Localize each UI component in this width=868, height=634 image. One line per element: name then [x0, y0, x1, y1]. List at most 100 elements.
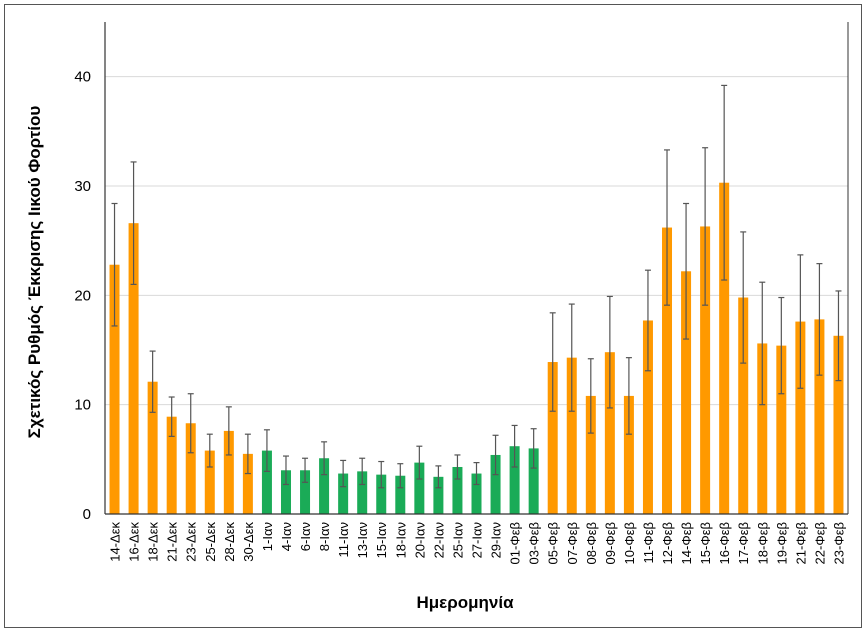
error-bar	[721, 84, 728, 281]
error-bar	[683, 202, 690, 340]
x-tick-label: 28-Δεκ	[222, 522, 237, 562]
bar	[300, 470, 311, 514]
error-bar	[473, 462, 480, 486]
x-tick-label: 25-Δεκ	[203, 522, 218, 562]
error-bar	[302, 457, 309, 483]
x-tick-label: 27-Ιαν	[470, 522, 485, 558]
x-tick-label: 15-Ιαν	[374, 522, 389, 558]
error-bar	[549, 312, 556, 412]
gridlines	[105, 76, 848, 406]
bar	[566, 357, 577, 514]
bar	[738, 297, 749, 514]
x-tick-label: 1-Ιαν	[260, 522, 275, 551]
error-bar	[225, 406, 232, 456]
error-bar	[568, 303, 575, 412]
bar	[204, 450, 215, 514]
x-tick-label: 09-Φεβ	[603, 522, 618, 564]
error-bar	[359, 457, 366, 486]
error-bar	[378, 460, 385, 489]
error-bar	[835, 290, 842, 382]
bar	[452, 466, 463, 514]
bar	[662, 227, 673, 514]
bar	[242, 453, 253, 514]
error-bar	[130, 161, 137, 285]
bar	[128, 223, 139, 514]
error-bar	[454, 454, 461, 480]
x-tick-label: 25-Ιαν	[450, 522, 465, 558]
x-tick-label: 12-Φεβ	[660, 522, 675, 564]
bar	[814, 319, 825, 514]
error-bar	[244, 433, 251, 475]
error-bar	[416, 445, 423, 480]
bar	[357, 471, 368, 514]
y-ticks: 0 10 20 30 40	[74, 69, 91, 523]
bar	[623, 395, 634, 514]
y-tick-label: 40	[74, 69, 91, 86]
error-bar	[625, 357, 632, 435]
bar	[833, 335, 844, 514]
bar	[414, 462, 425, 514]
x-tick-label: 23-Φεβ	[831, 522, 846, 564]
x-tick-label: 18-Ιαν	[393, 522, 408, 558]
bar	[700, 226, 711, 514]
bar	[509, 446, 520, 514]
error-bar	[263, 429, 270, 472]
y-tick-label: 20	[74, 287, 91, 304]
x-tick-label: 14-Φεβ	[679, 522, 694, 564]
bar	[681, 271, 692, 514]
error-bar	[759, 281, 766, 406]
bar	[185, 423, 196, 514]
error-bar	[702, 147, 709, 306]
x-tick-label: 18-Δεκ	[146, 522, 161, 562]
error-bar	[797, 254, 804, 389]
y-tick-label: 30	[74, 178, 91, 195]
error-bar	[587, 358, 594, 434]
bar	[319, 458, 330, 514]
x-tick-label: 08-Φεβ	[584, 522, 599, 564]
bar	[166, 416, 177, 514]
error-bar	[664, 149, 671, 306]
x-tick-label: 23-Δεκ	[184, 522, 199, 562]
bar	[757, 343, 768, 514]
x-tick-label: 6-Ιαν	[298, 522, 313, 551]
bar	[376, 474, 387, 514]
bar	[223, 430, 234, 514]
bars	[109, 182, 844, 514]
bar	[147, 381, 158, 514]
x-tick-label: 18-Φεβ	[755, 522, 770, 564]
x-tick-label: 20-Ιαν	[412, 522, 427, 558]
error-bar	[321, 441, 328, 476]
bar	[642, 320, 653, 514]
bar	[471, 473, 482, 514]
x-tick-label: 19-Φεβ	[774, 522, 789, 564]
error-bar	[340, 459, 347, 488]
error-bar	[206, 433, 213, 468]
bar	[585, 395, 596, 514]
x-tick-label: 07-Φεβ	[565, 522, 580, 564]
x-tick-label: 15-Φεβ	[698, 522, 713, 564]
y-tick-label: 0	[83, 506, 91, 523]
bar	[433, 476, 444, 514]
x-tick-label: 10-Φεβ	[622, 522, 637, 564]
bar	[338, 473, 349, 514]
x-ticks: 14-Δεκ 16-Δεκ 18-Δεκ 21-Δεκ 23-Δεκ 25-Δεκ 28-Δ…	[108, 522, 847, 565]
bar	[109, 264, 120, 514]
x-tick-label: 13-Ιαν	[355, 522, 370, 558]
error-bar	[168, 396, 175, 437]
x-tick-label: 05-Φεβ	[546, 522, 561, 564]
y-axis-label: Σχετικός Ρυθμός Έκκρισης Ιικού Φορτίου	[25, 106, 44, 439]
x-tick-label: 22-Ιαν	[431, 522, 446, 558]
error-bar	[606, 295, 613, 409]
x-axis-label: Ημερομηνία	[416, 593, 514, 612]
x-tick-label: 14-Δεκ	[108, 522, 123, 562]
bar	[261, 450, 272, 514]
x-tick-label: 11-Ιαν	[336, 522, 351, 557]
x-tick-label: 30-Δεκ	[241, 522, 256, 562]
x-tick-label: 22-Φεβ	[812, 522, 827, 564]
x-tick-label: 21-Φεβ	[793, 522, 808, 564]
x-tick-label: 01-Φεβ	[508, 522, 523, 564]
bar	[776, 345, 787, 514]
bar	[528, 448, 539, 514]
chart-frame	[4, 4, 862, 628]
